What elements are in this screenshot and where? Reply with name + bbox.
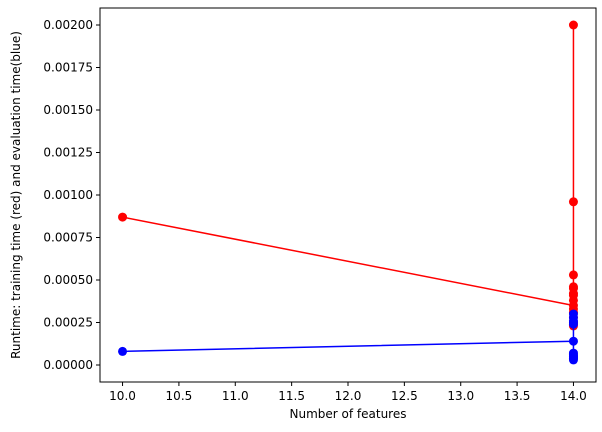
y-tick-label: 0.00125 [43,146,93,160]
y-tick-label: 0.00150 [43,103,93,117]
y-tick-label: 0.00000 [43,358,93,372]
x-tick-label: 11.0 [222,389,249,403]
x-tick-label: 13.0 [447,389,474,403]
y-tick-label: 0.00050 [43,273,93,287]
data-point [118,212,128,222]
series-line-0 [122,24,575,327]
data-point [568,270,578,280]
data-point [568,282,578,292]
x-tick-label: 12.5 [391,389,418,403]
data-point [118,346,128,356]
x-axis-ticks: 10.0 10.5 11.0 11.5 12.0 12.5 13.0 13.5 14.0 [109,382,587,403]
data-point [568,352,578,361]
x-tick-label: 13.5 [504,389,531,403]
x-axis-label: Number of features [290,407,407,421]
y-tick-label: 0.00025 [43,316,93,330]
axes-frame [99,7,597,383]
data-point [568,336,578,346]
plot-area [118,20,578,365]
x-tick-label: 10.5 [166,389,193,403]
data-point [568,319,578,329]
series-line-1 [122,313,575,361]
x-tick-label: 14.0 [560,389,587,403]
x-tick-label: 12.0 [335,389,362,403]
y-axis-ticks: 0.00000 0.00025 0.00050 0.00075 0.00100 0.001… [43,18,100,372]
x-tick-label: 11.5 [278,389,305,403]
data-point [568,197,578,207]
data-point [568,20,578,30]
y-tick-label: 0.00100 [43,188,93,202]
y-tick-label: 0.00175 [43,61,93,75]
y-tick-label: 0.00075 [43,231,93,245]
y-axis-label: Runtime: training time (red) and evaluat… [9,31,23,359]
x-tick-label: 10.0 [109,389,136,403]
y-tick-label: 0.00200 [43,18,93,32]
